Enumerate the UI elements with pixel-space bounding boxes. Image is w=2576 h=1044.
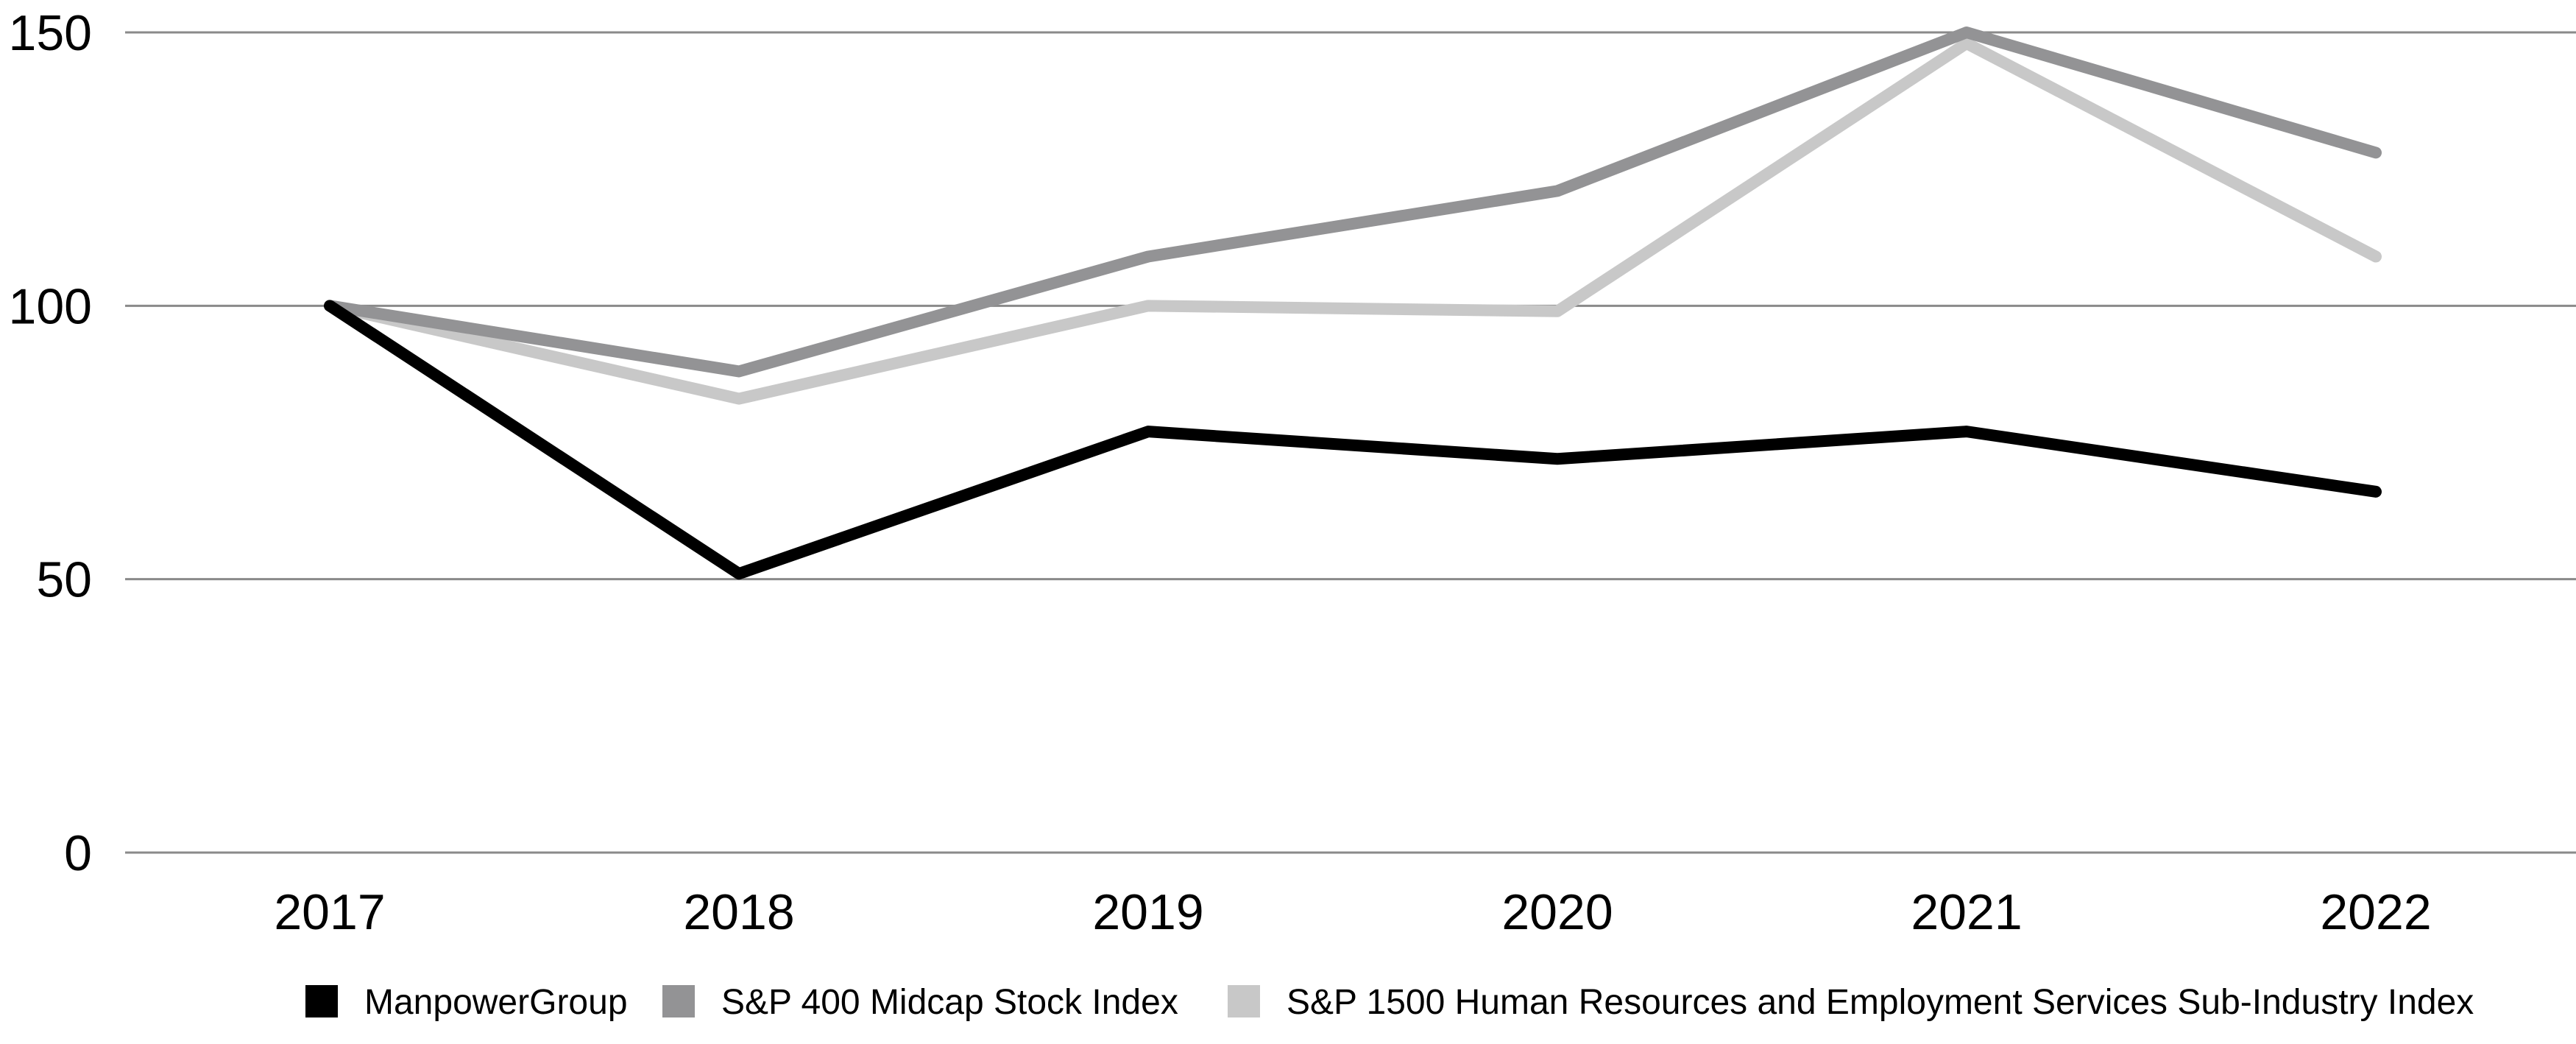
y-tick-label: 50 [36, 552, 92, 608]
legend-swatch-2 [1228, 985, 1260, 1017]
series-line-0 [324, 300, 2382, 580]
series-2-point [738, 398, 740, 400]
legend: ManpowerGroup S&P 400 Midcap Stock Index S… [305, 983, 2474, 1022]
legend-label-0: ManpowerGroup [364, 983, 628, 1022]
y-tick-label: 0 [64, 825, 92, 881]
series-lines [324, 27, 2382, 580]
series-0-point [1147, 431, 1149, 432]
y-tick-label: 150 [9, 5, 92, 61]
legend-swatch-1 [662, 985, 695, 1017]
legend-label-2: S&P 1500 Human Resources and Employment … [1287, 983, 2474, 1022]
x-tick-label: 2022 [2320, 884, 2431, 940]
legend-label-1: S&P 400 Midcap Stock Index [721, 983, 1178, 1022]
x-tick-label: 2021 [1911, 884, 2022, 940]
series-2-point [2375, 255, 2377, 257]
y-axis-ticks: 0 50 100 150 [9, 5, 92, 881]
legend-swatch-0 [305, 985, 338, 1017]
series-1-point [2375, 152, 2377, 153]
series-line-2 [324, 37, 2382, 405]
series-0-point [2375, 491, 2377, 493]
series-1-point [1147, 255, 1149, 257]
x-tick-label: 2019 [1092, 884, 1203, 940]
y-tick-label: 100 [9, 278, 92, 334]
x-tick-label: 2017 [274, 884, 385, 940]
x-tick-label: 2020 [1501, 884, 1613, 940]
x-axis-ticks: 2017 2018 2019 2020 2021 2022 [274, 884, 2431, 940]
series-line-1 [324, 27, 2382, 378]
x-tick-label: 2018 [683, 884, 794, 940]
series-1-point [738, 370, 740, 372]
